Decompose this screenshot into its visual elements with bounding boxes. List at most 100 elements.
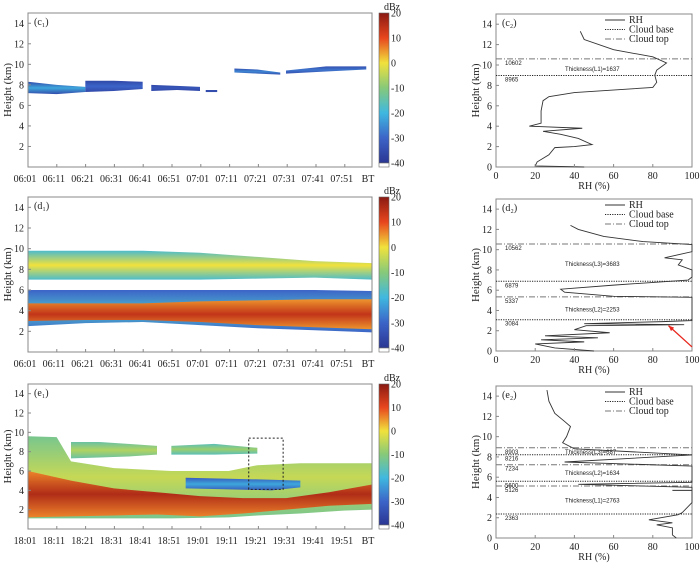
x-tick-label: 07:51	[330, 359, 353, 370]
y-tick-label: 0	[487, 163, 492, 174]
colorbar-tick-label: 20	[391, 9, 401, 20]
colorbar-below-range	[378, 347, 390, 353]
x-tick-label: 80	[648, 542, 658, 553]
y-tick-label: 4	[19, 486, 24, 497]
colorbar-tick-label: -10	[391, 84, 404, 95]
y-tick-label: 2	[487, 513, 492, 524]
radar-panel-2: 2 4 6 8 10 12 14 18:01 18:11 18:21 18:31 18:41 18:51…	[2, 373, 404, 547]
y-tick-label: 12	[482, 40, 492, 51]
x-tick-label: 06:01	[14, 359, 37, 370]
plot-frame	[495, 13, 693, 168]
x-tick-label: 20	[530, 171, 540, 182]
thickness-label: Thickness(L2)=2253	[565, 307, 620, 313]
x-tick-label: 07:51	[330, 174, 353, 185]
colorbar-tick-label: -20	[391, 293, 404, 304]
legend-entry: RH	[629, 200, 643, 211]
level-label: 5600	[505, 483, 519, 489]
x-tick-label: 19:01	[186, 536, 209, 547]
plot-frame	[27, 383, 373, 530]
x-tick-label: 18:11	[43, 536, 65, 547]
colorbar-tick-label: -10	[391, 450, 404, 461]
legend-entry: RH	[629, 15, 643, 26]
x-tick-label: 40	[569, 355, 579, 366]
y-tick-label: 10	[482, 245, 492, 256]
colorbar	[378, 196, 390, 349]
y-tick-label: 12	[14, 409, 24, 420]
x-tick-label: 60	[609, 542, 619, 553]
level-label: 3084	[505, 322, 519, 328]
reflectivity-layer	[28, 299, 372, 330]
y-tick-label: 4	[487, 306, 492, 317]
x-tick-label: 80	[648, 355, 658, 366]
y-tick-label: 14	[482, 205, 492, 216]
x-tick-label: 0	[494, 542, 499, 553]
x-tick-label: 40	[569, 542, 579, 553]
y-tick-label: 6	[487, 473, 492, 484]
rh-line	[535, 224, 693, 352]
x-tick-label: 06:11	[43, 174, 65, 185]
y-tick-label: 8	[19, 265, 24, 276]
y-tick-label: 10	[482, 61, 492, 72]
x-tick-label: 18:21	[71, 536, 94, 547]
radar-panel-0: 2 4 6 8 10 12 14 06:01 06:11 06:21 06:31 06:41 06:51…	[2, 2, 404, 185]
reflectivity-layer	[234, 68, 281, 75]
y-tick-label: 4	[487, 122, 492, 133]
x-tick-label: 18:51	[158, 536, 181, 547]
level-label: 10562	[505, 246, 522, 252]
x-tick-label: 07:11	[215, 174, 237, 185]
y-axis-title: Height (km)	[470, 435, 482, 489]
y-axis-title: Height (km)	[470, 248, 482, 302]
y-tick-label: 2	[19, 142, 24, 153]
y-tick-label: 8	[487, 265, 492, 276]
x-tick-label: 07:11	[215, 359, 237, 370]
x-tick-label: 20	[530, 542, 540, 553]
colorbar-unit: dBz	[384, 373, 401, 384]
colorbar-tick-label: -10	[391, 268, 404, 279]
y-tick-label: 4	[19, 121, 24, 132]
colorbar-tick-label: 0	[391, 243, 396, 254]
x-tick-label: 07:41	[302, 174, 325, 185]
colorbar-tick-label: 10	[391, 403, 401, 414]
level-label: 10602	[505, 61, 522, 67]
colorbar-tick-label: 20	[391, 380, 401, 391]
x-axis-title: RH (%)	[578, 552, 609, 563]
plot-frame	[27, 12, 373, 168]
reflectivity-layer	[28, 250, 372, 280]
radar-panel-1: 2 4 6 8 10 12 14 06:01 06:11 06:21 06:31 06:41 06:51…	[2, 186, 404, 370]
x-axis-title: RH (%)	[578, 365, 609, 376]
y-tick-label: 4	[487, 493, 492, 504]
panel-label: (d₁)	[34, 201, 49, 212]
plot-frame	[495, 385, 693, 539]
y-tick-label: 8	[487, 452, 492, 463]
x-tick-label: 06:51	[158, 359, 181, 370]
y-tick-label: 8	[487, 81, 492, 92]
rh-panel-1: 10562 6879 5337 3084 Thickness(L3)=3683 Thick…	[470, 198, 700, 376]
colorbar-tick-label: 0	[391, 427, 396, 438]
level-label: 2363	[505, 516, 519, 522]
x-tick-label: 100	[685, 355, 700, 366]
colorbar	[378, 12, 390, 164]
y-tick-label: 8	[19, 80, 24, 91]
x-tick-label: 07:21	[244, 174, 267, 185]
reflectivity-layer	[28, 471, 372, 518]
y-tick-label: 2	[19, 505, 24, 516]
x-tick-label: 06:41	[129, 174, 152, 185]
y-tick-label: 6	[19, 467, 24, 478]
arrow-head-icon	[668, 325, 675, 332]
level-label: 8903	[505, 450, 519, 456]
legend-entry: Cloud base	[629, 210, 674, 221]
y-axis-title: Height (km)	[2, 429, 14, 483]
colorbar-tick-label: -40	[391, 159, 404, 170]
y-tick-label: 12	[14, 224, 24, 235]
x-tick-label: 19:51	[330, 536, 353, 547]
x-tick-label: 07:31	[273, 359, 296, 370]
y-axis-title: Height (km)	[2, 247, 14, 301]
y-tick-label: 10	[14, 428, 24, 439]
x-tick-label: 06:41	[129, 359, 152, 370]
x-tick-label: 06:51	[158, 174, 181, 185]
x-axis-title: RH (%)	[578, 181, 609, 192]
y-tick-label: 6	[487, 101, 492, 112]
level-label: 6879	[505, 283, 519, 289]
highlight-box	[248, 437, 284, 490]
reflectivity-layer	[28, 81, 86, 95]
